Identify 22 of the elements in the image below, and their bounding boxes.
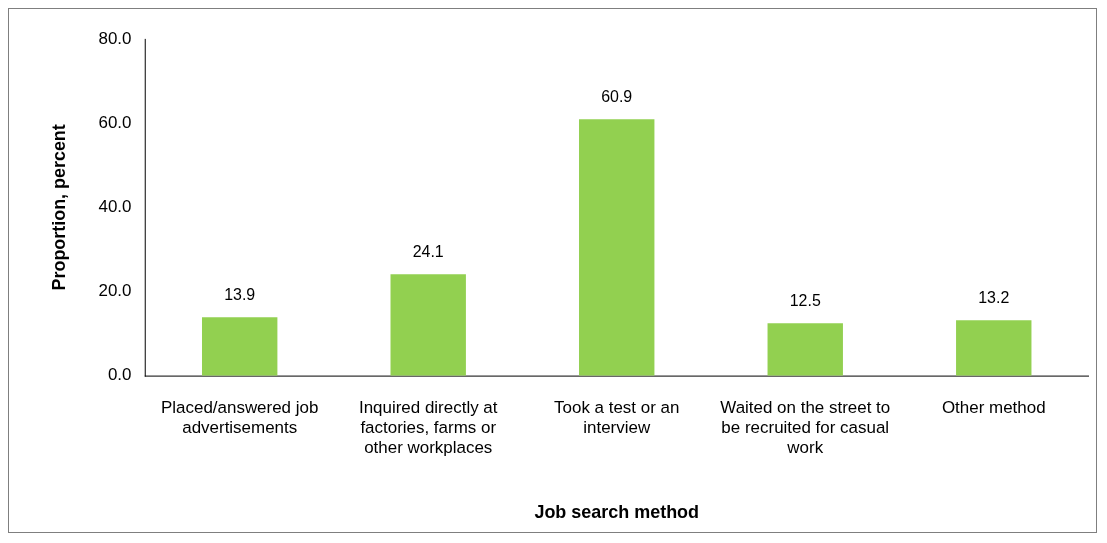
x-tick-label: Other method bbox=[941, 397, 1046, 417]
x-tick-label: Took a test or an interview bbox=[554, 397, 680, 437]
x-axis-title: Job search method bbox=[534, 502, 700, 523]
y-tick-label: 40.0 bbox=[98, 197, 132, 217]
x-tick-label: Waited on the street to be recruited for casual work bbox=[720, 397, 891, 458]
data-label: 13.9 bbox=[224, 285, 256, 303]
data-label: 24.1 bbox=[412, 242, 444, 260]
y-tick-label: 60.0 bbox=[98, 112, 132, 132]
data-label: 60.9 bbox=[601, 87, 633, 105]
bar bbox=[201, 317, 278, 376]
bar bbox=[579, 119, 655, 376]
bar bbox=[390, 274, 466, 376]
bar bbox=[956, 320, 1032, 376]
y-tick-label: 20.0 bbox=[98, 281, 132, 301]
data-label: 12.5 bbox=[789, 291, 821, 309]
y-tick-label: 80.0 bbox=[98, 28, 132, 48]
x-tick-label: Placed/answered job advertisements bbox=[160, 397, 319, 437]
bar bbox=[767, 323, 843, 376]
y-tick-label: 0.0 bbox=[107, 365, 132, 385]
y-axis-title: Proportion, percent bbox=[48, 124, 69, 291]
data-label: 13.2 bbox=[978, 288, 1010, 306]
x-tick-label: Inquired directly at factories, farms or other workplaces bbox=[358, 397, 498, 458]
